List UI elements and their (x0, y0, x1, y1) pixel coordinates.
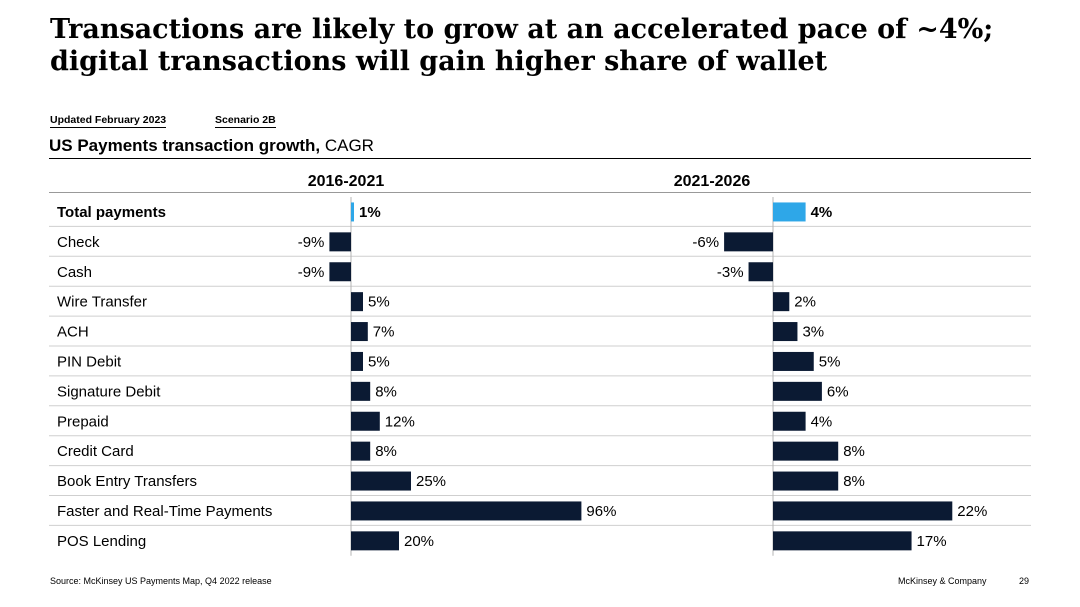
bar (351, 292, 363, 312)
data-label: 22% (957, 503, 987, 520)
category-label: Total payments (57, 204, 166, 221)
category-label: Signature Debit (57, 383, 161, 400)
subtitle-rule (49, 158, 1031, 159)
chart-subtitle-normal: CAGR (320, 136, 374, 155)
series-header: 2016-2021 (308, 173, 385, 190)
bar (351, 441, 371, 461)
data-label: 8% (375, 383, 397, 400)
data-label: 4% (811, 204, 833, 221)
bar (351, 381, 371, 401)
footer-company: McKinsey & Company (898, 576, 987, 586)
category-label: Book Entry Transfers (57, 473, 197, 490)
bar (773, 411, 806, 431)
bar (773, 441, 839, 461)
bar (724, 232, 773, 252)
bar (748, 262, 773, 282)
data-label: 3% (802, 324, 824, 341)
data-label: -9% (298, 264, 325, 281)
bar (351, 471, 411, 491)
slide-title: Transactions are likely to grow at an ac… (50, 14, 994, 77)
bar (351, 351, 363, 371)
bar (351, 322, 368, 342)
category-label: Faster and Real-Time Payments (57, 503, 272, 520)
data-label: 96% (586, 503, 616, 520)
bar (773, 202, 806, 222)
data-label: 8% (843, 473, 865, 490)
updated-tag: Updated February 2023 (50, 114, 167, 128)
bar (351, 531, 399, 551)
data-label: 25% (416, 473, 446, 490)
bar (351, 411, 380, 431)
data-label: 12% (385, 413, 415, 430)
bar (773, 471, 839, 491)
source-note: Source: McKinsey US Payments Map, Q4 202… (50, 576, 272, 586)
data-label: 5% (368, 353, 390, 370)
category-label: PIN Debit (57, 353, 122, 370)
data-label: 5% (368, 294, 390, 311)
scenario-tag: Scenario 2B (215, 114, 276, 128)
category-label: Credit Card (57, 443, 134, 460)
data-label: 4% (811, 413, 833, 430)
category-label: POS Lending (57, 533, 146, 550)
bar (773, 381, 822, 401)
category-label: Check (57, 234, 100, 251)
bar (351, 501, 582, 521)
bar (773, 292, 790, 312)
bar (773, 531, 912, 551)
chart-subtitle: US Payments transaction growth, CAGR (49, 136, 374, 156)
series-header: 2021-2026 (674, 173, 751, 190)
page-number: 29 (1019, 576, 1030, 586)
bar (329, 262, 351, 282)
bar (351, 202, 354, 222)
bar (773, 351, 814, 371)
data-label: 7% (373, 324, 395, 341)
data-label: 2% (794, 294, 816, 311)
category-label: Cash (57, 264, 92, 281)
category-label: Prepaid (57, 413, 109, 430)
data-label: -9% (298, 234, 325, 251)
data-label: 8% (843, 443, 865, 460)
data-label: 6% (827, 383, 849, 400)
bar (773, 322, 798, 342)
data-label: -6% (692, 234, 719, 251)
data-label: 17% (917, 533, 947, 550)
bar (329, 232, 351, 252)
data-label: 1% (359, 204, 381, 221)
data-label: -3% (717, 264, 744, 281)
category-label: Wire Transfer (57, 294, 147, 311)
bar (773, 501, 953, 521)
chart-subtitle-bold: US Payments transaction growth, (49, 136, 321, 155)
data-label: 20% (404, 533, 434, 550)
category-label: ACH (57, 324, 89, 341)
data-label: 5% (819, 353, 841, 370)
data-label: 8% (375, 443, 397, 460)
